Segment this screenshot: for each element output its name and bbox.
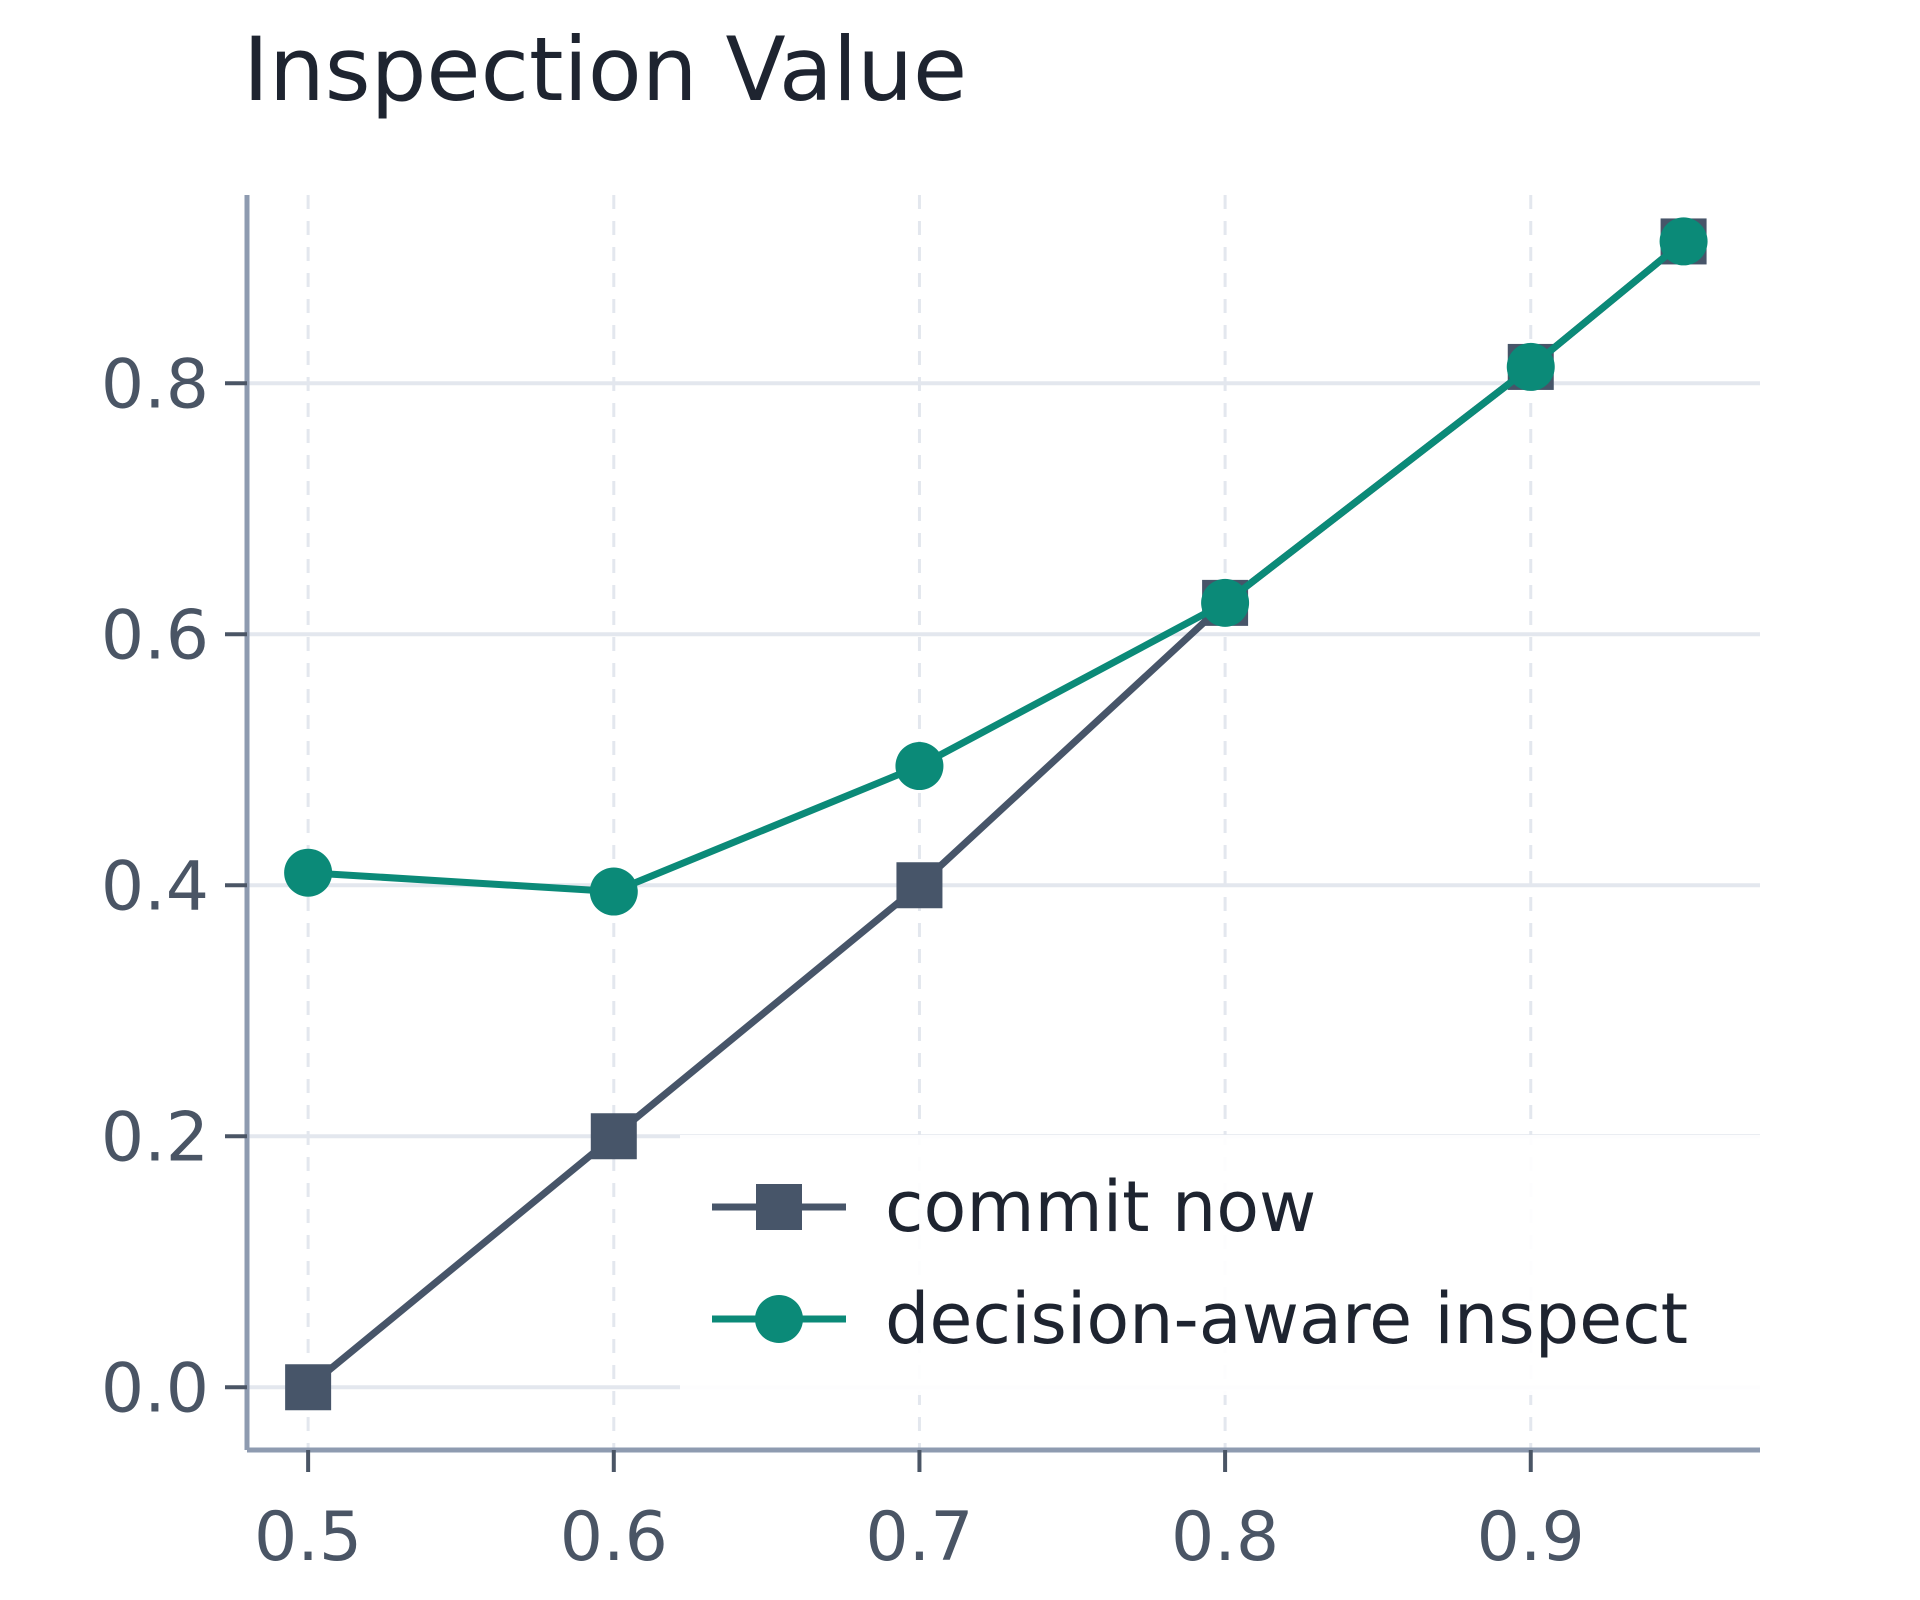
series-1 [284, 217, 1708, 916]
y-tick-label: 0.6 [101, 596, 209, 675]
x-tick-label: 0.5 [254, 1498, 362, 1577]
x-tick-label: 0.8 [1171, 1498, 1279, 1577]
axes [244, 195, 1760, 1453]
x-tick-label: 0.6 [560, 1498, 668, 1577]
data-point-circle [1201, 578, 1250, 627]
chart-title: Inspection Value [243, 18, 967, 121]
x-axis-ticks: 0.5 0.6 0.7 0.8 0.9 [254, 1450, 1585, 1577]
series-layer [284, 217, 1708, 1411]
legend-label: commit now [885, 1166, 1316, 1248]
legend-marker-square [756, 1184, 802, 1230]
y-tick-label: 0.0 [101, 1349, 209, 1428]
y-axis-ticks: 0.0 0.2 0.4 0.6 0.8 [101, 345, 247, 1428]
data-point-square [896, 862, 943, 909]
series-line [307, 238, 1686, 896]
legend-marker-circle [755, 1295, 803, 1343]
data-point-square [285, 1364, 332, 1411]
legend-entry-1: decision-aware inspect [712, 1278, 1688, 1360]
legend: commit now decision-aware inspect [680, 1135, 1760, 1395]
x-tick-label: 0.9 [1477, 1498, 1585, 1577]
y-tick-label: 0.2 [101, 1098, 209, 1177]
data-point-circle [589, 867, 638, 916]
data-point-square [590, 1113, 637, 1160]
data-point-circle [284, 848, 333, 897]
x-tick-label: 0.7 [865, 1498, 973, 1577]
data-point-circle [895, 742, 944, 791]
data-point-circle [1506, 342, 1555, 391]
y-tick-label: 0.4 [101, 847, 209, 926]
y-tick-label: 0.8 [101, 345, 209, 424]
data-point-circle [1659, 217, 1708, 266]
legend-box [680, 1135, 1760, 1395]
legend-entry-0: commit now [712, 1166, 1316, 1248]
legend-label: decision-aware inspect [885, 1278, 1688, 1360]
